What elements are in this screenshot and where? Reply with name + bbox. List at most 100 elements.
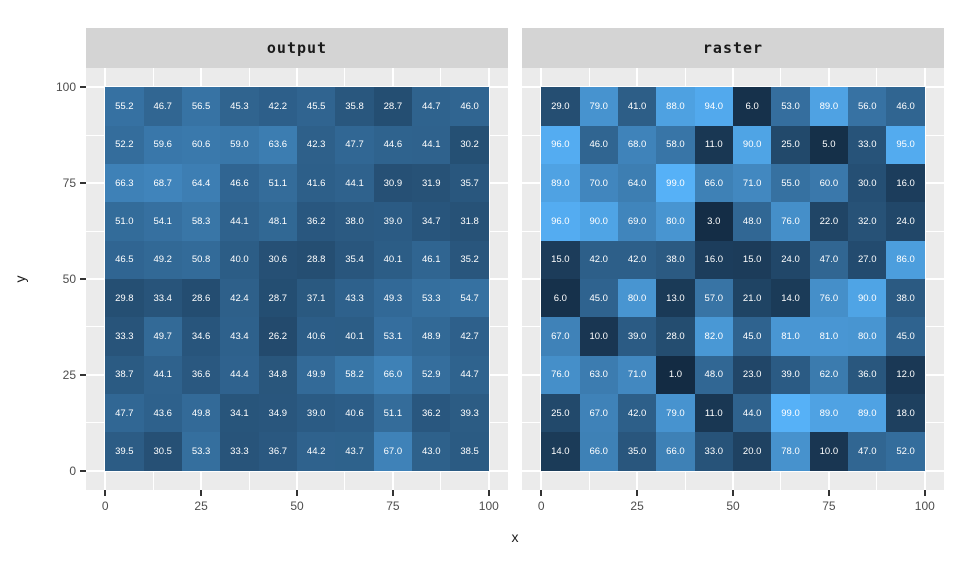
- x-tick-mark: [487, 490, 490, 496]
- heatmap-cell: 71.0: [617, 355, 657, 395]
- heatmap-cell: 51.1: [373, 394, 413, 433]
- heatmap-cell: 28.8: [296, 240, 336, 279]
- heatmap-cell: 62.0: [809, 355, 849, 395]
- heatmap-cell: 51.1: [258, 163, 297, 203]
- heatmap-cell: 39.0: [617, 317, 657, 356]
- heatmap-cell: 80.0: [617, 278, 657, 318]
- y-tick-mark: [80, 86, 86, 89]
- heatmap-cell: 48.0: [732, 202, 772, 241]
- heatmap-cell: 30.2: [450, 125, 489, 164]
- heatmap-cell: 16.0: [886, 163, 925, 203]
- heatmap-cell: 36.2: [412, 394, 451, 433]
- heatmap-cell: 46.0: [886, 87, 925, 126]
- heatmap-cell: 43.0: [412, 432, 451, 471]
- heatmap-cell: 38.0: [335, 202, 374, 241]
- heatmap-cell: 55.2: [105, 87, 144, 126]
- heatmap-cell: 49.2: [143, 240, 182, 279]
- heatmap-cell: 53.0: [771, 87, 810, 126]
- heatmap-cell: 30.0: [848, 163, 887, 203]
- facet-strip-label: output: [266, 39, 328, 57]
- heatmap-cell: 80.0: [848, 317, 887, 356]
- heatmap-cell: 86.0: [886, 240, 925, 279]
- x-tick-mark: [391, 490, 394, 496]
- heatmap-cell: 40.0: [220, 240, 259, 279]
- heatmap-cell: 99.0: [656, 163, 695, 203]
- x-tick-mark: [827, 490, 830, 496]
- heatmap-cell: 81.0: [771, 317, 810, 356]
- heatmap-cell: 46.1: [412, 240, 451, 279]
- heatmap-cell: 90.0: [848, 278, 887, 318]
- heatmap-cell: 95.0: [886, 125, 925, 164]
- heatmap-cell: 35.0: [617, 432, 657, 471]
- heatmap-cell: 36.2: [296, 202, 336, 241]
- heatmap-cell: 53.3: [412, 278, 451, 318]
- heatmap-cell: 53.1: [373, 317, 413, 356]
- heatmap-cell: 44.1: [412, 125, 451, 164]
- heatmap-cell: 28.6: [181, 278, 221, 318]
- heatmap-cell: 49.8: [181, 394, 221, 433]
- heatmap-cell: 67.0: [541, 317, 580, 356]
- heatmap-cell: 82.0: [694, 317, 733, 356]
- heatmap-cell: 58.0: [656, 125, 695, 164]
- heatmap-cell: 36.6: [181, 355, 221, 395]
- x-tick-label: 25: [630, 499, 644, 513]
- heatmap-cell: 36.0: [848, 355, 887, 395]
- heatmap-cell: 81.0: [809, 317, 849, 356]
- heatmap-cell: 44.7: [450, 355, 489, 395]
- y-axis: 100 75 50 25 0: [0, 68, 86, 490]
- heatmap-cell: 56.0: [848, 87, 887, 126]
- heatmap-cell: 44.1: [335, 163, 374, 203]
- heatmap-cell: 31.8: [450, 202, 489, 241]
- heatmap-cell: 42.4: [220, 278, 259, 318]
- x-tick-label: 75: [822, 499, 836, 513]
- heatmap-cell: 27.0: [848, 240, 887, 279]
- heatmap-cell: 76.0: [541, 355, 580, 395]
- heatmap-cell: 39.3: [450, 394, 489, 433]
- heatmap-cell: 35.4: [335, 240, 374, 279]
- heatmap-cell: 89.0: [809, 87, 849, 126]
- heatmap-cell: 28.7: [258, 278, 297, 318]
- heatmap-cell: 58.3: [181, 202, 221, 241]
- heatmap-cell: 58.2: [335, 355, 374, 395]
- facet-raster: raster 29.0 79.0 41.0 88.0 94.0 6.0 53.0 89.0 56…: [522, 28, 944, 513]
- heatmap-cell: 37.1: [296, 278, 336, 318]
- heatmap-cell: 16.0: [694, 240, 733, 279]
- heatmap-cell: 33.4: [143, 278, 182, 318]
- heatmap-cell: 47.7: [105, 394, 144, 433]
- x-tick-label: 100: [914, 499, 935, 513]
- heatmap-cell: 49.7: [143, 317, 182, 356]
- heatmap-cell: 96.0: [541, 202, 580, 241]
- heatmap-cell: 39.0: [373, 202, 413, 241]
- x-tick-mark: [200, 490, 203, 496]
- heatmap-cell: 45.0: [579, 278, 618, 318]
- heatmap-cell: 44.1: [143, 355, 182, 395]
- heatmap-cell: 39.5: [105, 432, 144, 471]
- heatmap-cell: 46.0: [450, 87, 489, 126]
- x-tick-label: 50: [290, 499, 304, 513]
- heatmap-cell: 3.0: [694, 202, 733, 241]
- heatmap-cell: 20.0: [732, 432, 772, 471]
- heatmap-panel-raster: 29.0 79.0 41.0 88.0 94.0 6.0 53.0 89.0 56.0 46.0 9…: [522, 68, 944, 490]
- heatmap-cell: 66.0: [656, 432, 695, 471]
- y-tick-label: 75: [62, 176, 76, 191]
- heatmap-cell: 38.0: [886, 278, 925, 318]
- y-tick-label: 100: [55, 80, 76, 95]
- y-tick-label: 50: [62, 272, 76, 286]
- heatmap-cell: 44.6: [373, 125, 413, 164]
- heatmap-cell: 90.0: [732, 125, 772, 164]
- heatmap-cell: 56.5: [181, 87, 221, 126]
- heatmap-cell: 22.0: [809, 202, 849, 241]
- heatmap-cell: 78.0: [771, 432, 810, 471]
- heatmap-cell: 44.7: [412, 87, 451, 126]
- heatmap-cell: 54.1: [143, 202, 182, 241]
- x-tick-label: 0: [101, 499, 109, 513]
- facet-output: output 55.2 46.7 56.5 45.3 42.2 45.5 35.8 28.7 4…: [86, 28, 508, 513]
- heatmap-cell: 6.0: [541, 278, 580, 318]
- heatmap-cell: 28.0: [656, 317, 695, 356]
- heatmap-cell: 24.0: [771, 240, 810, 279]
- heatmap-cell: 46.6: [220, 163, 259, 203]
- heatmap-cell: 49.9: [296, 355, 336, 395]
- heatmap-cell-grid: 29.0 79.0 41.0 88.0 94.0 6.0 53.0 89.0 56.0 46.0 9…: [541, 87, 925, 471]
- heatmap-cell: 44.2: [296, 432, 336, 471]
- heatmap-cell: 76.0: [771, 202, 810, 241]
